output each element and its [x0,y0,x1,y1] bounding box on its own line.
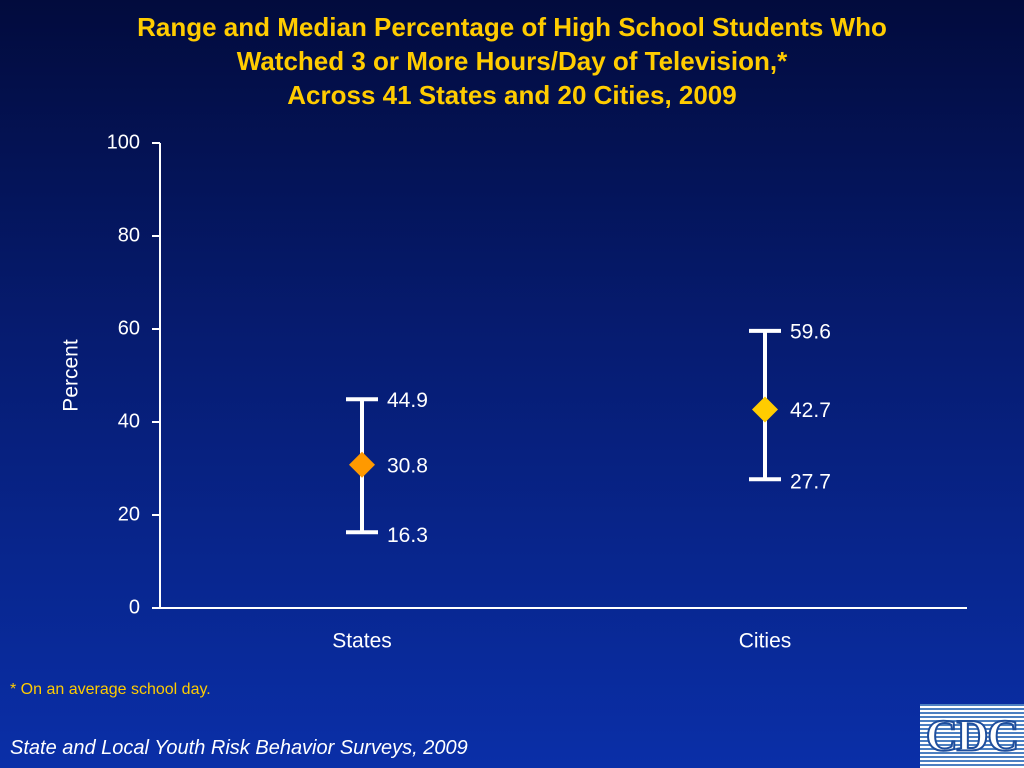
y-tick-label: 60 [118,317,140,339]
max-value-label: 59.6 [790,320,831,343]
logo-text: CDC [925,710,1020,761]
x-category-label: Cities [739,630,792,653]
cdc-logo: CDC [920,704,1024,768]
min-value-label: 16.3 [387,524,428,547]
median-value-label: 30.8 [387,454,428,477]
y-tick-label: 80 [118,224,140,246]
median-marker [752,396,778,423]
source-note: State and Local Youth Risk Behavior Surv… [10,737,468,759]
min-value-label: 27.7 [790,471,831,494]
title-line-2: Watched 3 or More Hours/Day of Televisio… [236,46,788,76]
footnote: * On an average school day. [10,681,211,698]
title-line-3: Across 41 States and 20 Cities, 2009 [287,80,737,110]
y-axis-label: Percent [60,339,83,412]
range-chart: 0 20 40 60 80 100 Percent 44.9 30.8 16.3 States 59.… [60,131,831,653]
logo-stripes [920,704,1024,768]
title-line-1: Range and Median Percentage of High Scho… [137,12,887,42]
max-value-label: 44.9 [387,389,428,412]
median-marker [349,451,375,478]
chart-title: Range and Median Percentage of High Scho… [0,10,1024,112]
median-value-label: 42.7 [790,399,831,422]
y-tick-label: 40 [118,410,140,432]
y-tick-label: 20 [118,503,140,525]
x-category-label: States [332,630,392,653]
y-tick-label: 0 [129,596,140,618]
y-tick-label: 100 [107,131,140,153]
